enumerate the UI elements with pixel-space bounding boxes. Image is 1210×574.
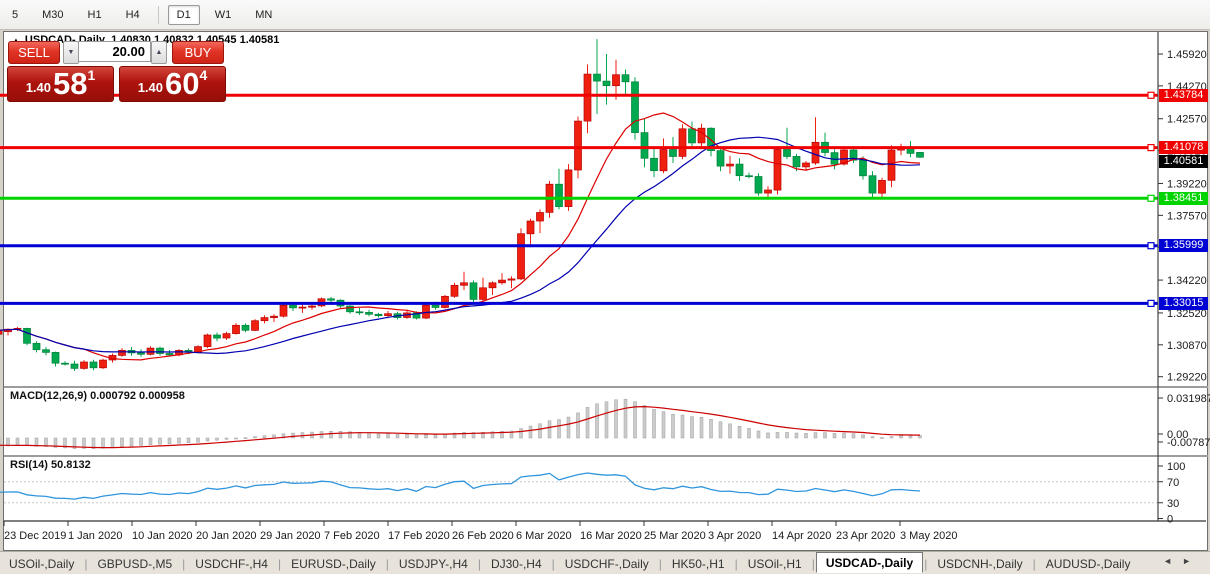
timeframe-button-h4[interactable]: H4 bbox=[125, 8, 140, 21]
chart-tab-usoil-h1[interactable]: USOil-,H1 bbox=[747, 556, 802, 571]
price-line-label: 1.35999 bbox=[1159, 239, 1208, 253]
sell-price-prefix: 1.40 bbox=[25, 80, 52, 95]
macd-indicator-label: MACD(12,26,9) 0.000792 0.000958 bbox=[10, 390, 185, 402]
volume-increase-button[interactable]: ▲ bbox=[151, 41, 167, 64]
tab-scroll-right-icon[interactable]: ► bbox=[1182, 556, 1191, 566]
timeframe-button-h1[interactable]: H1 bbox=[87, 8, 102, 21]
chart-tab-audusd-daily[interactable]: AUDUSD-,Daily bbox=[1045, 556, 1131, 571]
toolbar-separator bbox=[157, 5, 159, 24]
rsi-indicator-label: RSI(14) 50.8132 bbox=[10, 459, 91, 471]
chart-tab-usdcnh-daily[interactable]: USDCNH-,Daily bbox=[937, 556, 1023, 571]
chart-tab-gbpusd-m5[interactable]: GBPUSD-,M5 bbox=[97, 556, 173, 571]
timeframe-button-w1[interactable]: W1 bbox=[214, 8, 232, 21]
chart-tab-usoil-daily[interactable]: USOil-,Daily bbox=[9, 556, 75, 571]
volume-input[interactable] bbox=[78, 41, 151, 62]
collapse-chart-icon[interactable]: ▲ bbox=[12, 36, 20, 45]
price-line-label: 1.33015 bbox=[1159, 296, 1208, 310]
tab-separator: | bbox=[84, 556, 88, 571]
chart-tab-bar: USOil-,Daily | GBPUSD-,M5 | USDCHF-,H4 | EURUS… bbox=[0, 551, 1210, 574]
chart-tab-usdjpy-h4[interactable]: USDJPY-,H4 bbox=[398, 556, 468, 571]
tab-separator: | bbox=[1032, 556, 1036, 571]
volume-decrease-button[interactable]: ▼ bbox=[63, 41, 79, 64]
timeframe-button-5[interactable]: 5 bbox=[12, 8, 19, 21]
timeframe-toolbar: 5 M30 H1 H4 D1 W1 MN bbox=[0, 0, 1210, 30]
tab-separator: | bbox=[734, 556, 738, 571]
tab-separator: | bbox=[551, 556, 555, 571]
chart-tab-hk50-h1[interactable]: HK50-,H1 bbox=[671, 556, 725, 571]
timeframe-button-mn[interactable]: MN bbox=[255, 8, 273, 21]
buy-price-pips: 4 bbox=[199, 67, 208, 83]
buy-price-prefix: 1.40 bbox=[137, 80, 164, 95]
tab-separator: | bbox=[811, 556, 815, 571]
tab-separator: | bbox=[385, 556, 389, 571]
sell-price-big: 58 bbox=[53, 66, 88, 101]
timeframe-button-m30[interactable]: M30 bbox=[42, 8, 64, 21]
tab-scroll-arrows: ◄ ► bbox=[1158, 556, 1196, 566]
price-line-label: 1.38451 bbox=[1159, 191, 1208, 205]
tab-separator: | bbox=[477, 556, 481, 571]
buy-price-panel[interactable]: 1.40 60 4 bbox=[119, 66, 226, 102]
tab-separator: | bbox=[924, 556, 928, 571]
current-price-label: 1.40581 bbox=[1159, 154, 1208, 168]
chart-tab-usdchf-daily[interactable]: USDCHF-,Daily bbox=[564, 556, 649, 571]
sell-price-panel[interactable]: 1.40 58 1 bbox=[7, 66, 114, 102]
tab-separator: | bbox=[277, 556, 282, 571]
tab-separator: | bbox=[182, 556, 186, 571]
timeframe-button-d1[interactable]: D1 bbox=[167, 4, 200, 25]
tab-separator: | bbox=[658, 556, 662, 571]
sell-button[interactable]: SELL bbox=[8, 41, 60, 64]
chart-window bbox=[3, 31, 1208, 551]
chart-tab-eurusd-daily[interactable]: EURUSD-,Daily bbox=[291, 556, 376, 571]
one-click-trading-panel: SELL ▼ ▲ BUY 1.40 58 1 1.40 60 4 bbox=[7, 41, 229, 103]
chart-tab-dj30-h4[interactable]: DJ30-,H4 bbox=[490, 556, 542, 571]
tab-scroll-left-icon[interactable]: ◄ bbox=[1163, 556, 1173, 566]
candle-body bbox=[0, 329, 3, 335]
price-line-label: 1.43784 bbox=[1159, 88, 1208, 102]
price-line-label: 1.41078 bbox=[1159, 141, 1208, 155]
chart-tab-usdchf-h4[interactable]: USDCHF-,H4 bbox=[195, 556, 268, 571]
buy-button[interactable]: BUY bbox=[172, 41, 224, 64]
buy-price-big: 60 bbox=[165, 66, 200, 101]
chart-tab-usdcad-daily[interactable]: USDCAD-,Daily bbox=[815, 552, 924, 573]
sell-price-pips: 1 bbox=[87, 67, 96, 83]
